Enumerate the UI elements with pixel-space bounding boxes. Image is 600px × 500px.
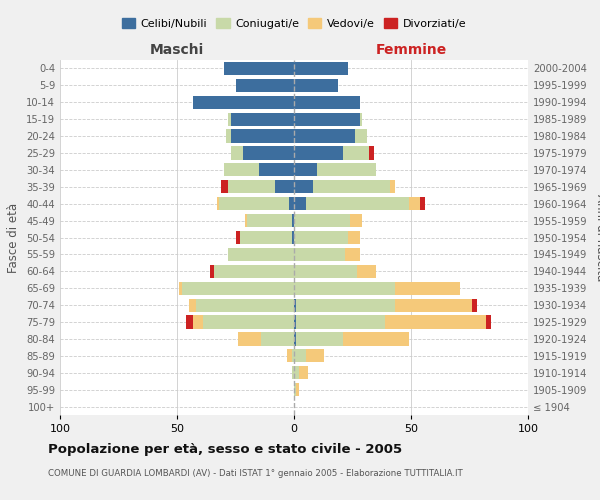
Bar	[247, 214, 292, 227]
Bar	[294, 332, 296, 345]
Text: COMUNE DI GUARDIA LOMBARDI (AV) - Dati ISTAT 1° gennaio 2005 - Elaborazione TUTT: COMUNE DI GUARDIA LOMBARDI (AV) - Dati I…	[48, 468, 463, 477]
Bar	[231, 146, 242, 160]
Bar	[294, 197, 306, 210]
Bar	[226, 130, 231, 142]
Bar	[229, 180, 275, 194]
Bar	[196, 298, 294, 312]
Bar	[294, 316, 296, 328]
Bar	[224, 62, 294, 75]
Bar	[231, 130, 294, 142]
Bar	[203, 316, 294, 328]
Bar	[193, 96, 294, 109]
Bar	[421, 197, 425, 210]
Bar	[187, 316, 193, 328]
Bar	[355, 130, 367, 142]
Bar	[294, 264, 357, 278]
Bar	[188, 298, 196, 312]
Bar	[275, 180, 294, 194]
Bar	[231, 112, 294, 126]
Bar	[292, 366, 294, 380]
Bar	[294, 164, 317, 176]
Bar	[259, 164, 294, 176]
Bar	[219, 197, 289, 210]
Bar	[292, 214, 294, 227]
Bar	[292, 231, 294, 244]
Bar	[245, 214, 247, 227]
Bar	[224, 164, 259, 176]
Bar	[235, 231, 240, 244]
Bar	[294, 231, 348, 244]
Bar	[217, 197, 219, 210]
Bar	[306, 197, 409, 210]
Bar	[299, 366, 308, 380]
Bar	[395, 282, 460, 295]
Bar	[296, 298, 395, 312]
Bar	[261, 332, 294, 345]
Bar	[369, 146, 374, 160]
Bar	[294, 366, 299, 380]
Bar	[359, 112, 362, 126]
Bar	[238, 332, 261, 345]
Text: Maschi: Maschi	[150, 44, 204, 58]
Bar	[287, 349, 292, 362]
Y-axis label: Fasce di età: Fasce di età	[7, 202, 20, 272]
Bar	[210, 264, 214, 278]
Bar	[292, 349, 294, 362]
Bar	[294, 248, 346, 261]
Bar	[395, 298, 472, 312]
Bar	[313, 180, 390, 194]
Bar	[306, 349, 325, 362]
Bar	[294, 282, 395, 295]
Bar	[385, 316, 486, 328]
Bar	[294, 180, 313, 194]
Bar	[235, 79, 294, 92]
Bar	[294, 96, 359, 109]
Bar	[221, 180, 229, 194]
Y-axis label: Anni di nascita: Anni di nascita	[594, 194, 600, 281]
Bar	[294, 112, 359, 126]
Bar	[294, 349, 306, 362]
Bar	[294, 383, 296, 396]
Bar	[409, 197, 421, 210]
Bar	[294, 214, 350, 227]
Bar	[294, 146, 343, 160]
Bar	[343, 146, 369, 160]
Bar	[193, 316, 203, 328]
Bar	[296, 383, 299, 396]
Legend: Celibi/Nubili, Coniugati/e, Vedovi/e, Divorziati/e: Celibi/Nubili, Coniugati/e, Vedovi/e, Di…	[118, 14, 470, 34]
Bar	[296, 332, 343, 345]
Bar	[179, 282, 182, 295]
Text: Femmine: Femmine	[376, 44, 446, 58]
Bar	[348, 231, 359, 244]
Bar	[472, 298, 476, 312]
Bar	[294, 79, 338, 92]
Bar	[240, 231, 292, 244]
Bar	[214, 264, 294, 278]
Bar	[229, 112, 231, 126]
Bar	[357, 264, 376, 278]
Bar	[182, 282, 294, 295]
Bar	[317, 164, 376, 176]
Bar	[289, 197, 294, 210]
Bar	[343, 332, 409, 345]
Text: Popolazione per età, sesso e stato civile - 2005: Popolazione per età, sesso e stato civil…	[48, 442, 402, 456]
Bar	[242, 146, 294, 160]
Bar	[294, 62, 348, 75]
Bar	[486, 316, 491, 328]
Bar	[350, 214, 362, 227]
Bar	[294, 130, 355, 142]
Bar	[294, 298, 296, 312]
Bar	[229, 248, 294, 261]
Bar	[296, 316, 385, 328]
Bar	[346, 248, 359, 261]
Bar	[390, 180, 395, 194]
